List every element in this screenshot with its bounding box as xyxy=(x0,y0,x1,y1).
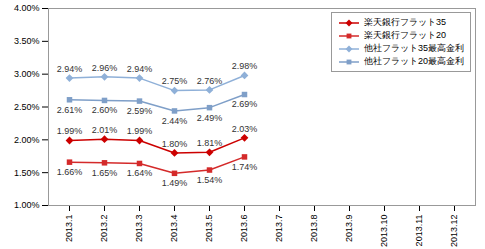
svg-text:2.75%: 2.75% xyxy=(162,76,188,86)
svg-text:1.00%: 1.00% xyxy=(14,200,40,210)
svg-text:2.59%: 2.59% xyxy=(127,106,153,116)
svg-text:1.66%: 1.66% xyxy=(57,167,83,177)
svg-text:3.00%: 3.00% xyxy=(14,69,40,79)
svg-text:1.54%: 1.54% xyxy=(197,175,223,185)
svg-text:2.98%: 2.98% xyxy=(232,61,258,71)
svg-text:2.03%: 2.03% xyxy=(232,124,258,134)
svg-text:2.00%: 2.00% xyxy=(14,135,40,145)
svg-text:2.50%: 2.50% xyxy=(14,102,40,112)
svg-text:1.65%: 1.65% xyxy=(92,168,118,178)
html-text:他社フラット35最高金利: 他社フラット35最高金利 xyxy=(364,43,464,53)
svg-text:1.81%: 1.81% xyxy=(197,138,223,148)
svg-text:2013.3: 2013.3 xyxy=(134,215,144,243)
svg-text:2013.11: 2013.11 xyxy=(414,215,424,247)
svg-text:2013.5: 2013.5 xyxy=(204,215,214,243)
svg-text:2.76%: 2.76% xyxy=(197,76,223,86)
svg-text:2013.10: 2013.10 xyxy=(379,215,389,248)
svg-text:2.60%: 2.60% xyxy=(92,105,118,115)
svg-text:2013.7: 2013.7 xyxy=(274,215,284,243)
svg-text:2.69%: 2.69% xyxy=(232,99,258,109)
svg-text:2013.8: 2013.8 xyxy=(309,215,319,243)
svg-text:1.49%: 1.49% xyxy=(162,178,188,188)
svg-text:2013.4: 2013.4 xyxy=(169,215,179,243)
svg-text:1.64%: 1.64% xyxy=(127,168,153,178)
svg-text:1.80%: 1.80% xyxy=(162,139,188,149)
svg-text:2.61%: 2.61% xyxy=(57,105,83,115)
svg-text:1.99%: 1.99% xyxy=(57,126,83,136)
svg-text:2.94%: 2.94% xyxy=(127,64,153,74)
svg-text:1.99%: 1.99% xyxy=(127,126,153,136)
svg-text:3.50%: 3.50% xyxy=(14,36,40,46)
svg-text:2013.1: 2013.1 xyxy=(64,215,74,243)
html-text:他社フラット20最高金利: 他社フラット20最高金利 xyxy=(364,56,464,66)
svg-text:2.96%: 2.96% xyxy=(92,63,118,73)
svg-text:4.00%: 4.00% xyxy=(14,3,40,13)
svg-text:2.01%: 2.01% xyxy=(92,125,118,135)
svg-text:2013.9: 2013.9 xyxy=(344,215,354,243)
html-text:楽天銀行フラット35: 楽天銀行フラット35 xyxy=(364,17,446,27)
svg-text:2.44%: 2.44% xyxy=(162,116,188,126)
svg-text:2013.6: 2013.6 xyxy=(239,215,249,243)
svg-text:2013.12: 2013.12 xyxy=(449,215,459,248)
svg-text:2.49%: 2.49% xyxy=(197,113,223,123)
svg-text:2.94%: 2.94% xyxy=(57,64,83,74)
svg-text:1.74%: 1.74% xyxy=(232,162,258,172)
html-text:楽天銀行フラット20: 楽天銀行フラット20 xyxy=(364,30,446,40)
svg-text:2013.2: 2013.2 xyxy=(99,215,109,243)
svg-text:1.50%: 1.50% xyxy=(14,168,40,178)
